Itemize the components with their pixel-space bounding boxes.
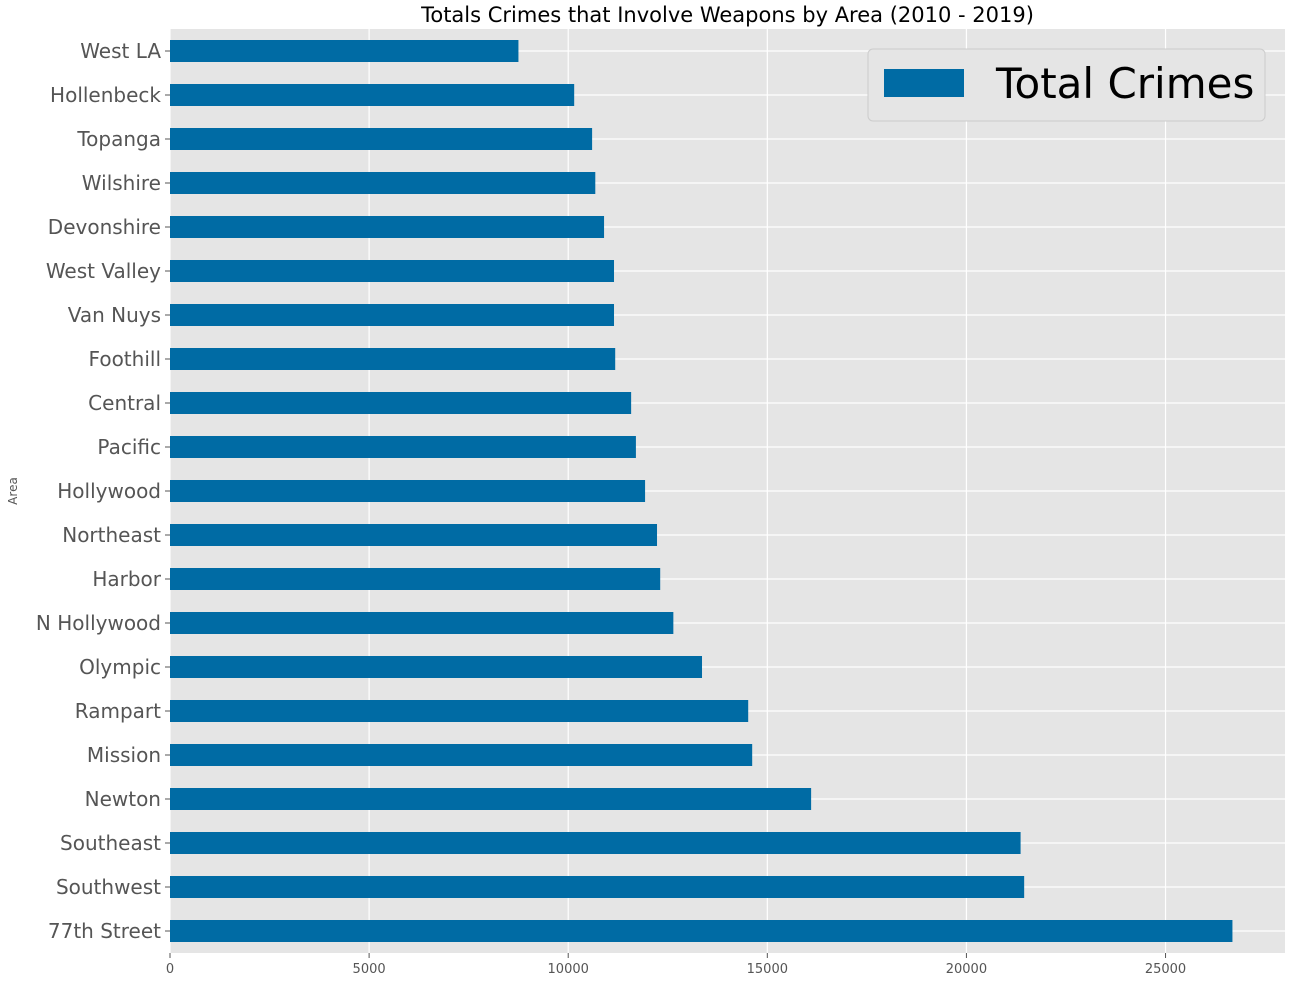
bar [170,172,596,194]
category-label: West LA [80,39,161,63]
category-label: Wilshire [82,171,161,195]
legend-label: Total Crimes [995,59,1254,108]
x-axis-ticks: 0 5000 10000 15000 20000 25000 [166,953,1186,977]
bars [170,40,1233,942]
category-label: Foothill [89,347,161,371]
bar [170,656,703,678]
category-label: Topanga [76,127,161,151]
legend: Total Crimes [867,48,1266,122]
category-label: Rampart [75,699,161,723]
x-tick-label: 25000 [1145,962,1186,977]
bar [170,480,646,502]
category-label: Southeast [60,831,161,855]
bar [170,84,575,106]
x-tick-label: 10000 [548,962,589,977]
bar [170,40,519,62]
bar [170,612,674,634]
x-tick-label: 5000 [353,962,386,977]
bar [170,744,753,766]
x-tick-label: 15000 [747,962,788,977]
legend-swatch [884,69,964,97]
bar [170,348,616,370]
bar [170,876,1025,898]
bar [170,920,1233,942]
bar [170,524,658,546]
x-tick-label: 0 [166,962,174,977]
bar [170,304,615,326]
category-label: Pacific [97,435,161,459]
category-label: Van Nuys [68,303,161,327]
chart-title: Totals Crimes that Involve Weapons by Ar… [420,3,1034,27]
x-tick-label: 20000 [946,962,987,977]
y-axis-ticks: West LA Hollenbeck Topanga Wilshire Devonshi… [36,39,170,943]
category-label: West Valley [46,259,161,283]
bar [170,216,605,238]
bar [170,568,661,590]
category-label: 77th Street [48,919,161,943]
y-axis-label: Area [6,477,20,505]
category-label: Hollenbeck [50,83,161,107]
category-label: Olympic [79,655,161,679]
category-label: N Hollywood [36,611,161,635]
category-label: Hollywood [57,479,161,503]
category-label: Central [88,391,161,415]
bar [170,700,749,722]
category-label: Northeast [62,523,161,547]
bar [170,260,615,282]
category-label: Harbor [92,567,161,591]
category-label: Devonshire [48,215,161,239]
category-label: Mission [87,743,161,767]
bar [170,788,812,810]
bar [170,128,593,150]
bar [170,436,636,458]
bar [170,832,1021,854]
legend-box [867,48,1266,122]
category-label: Newton [85,787,161,811]
bar [170,392,632,414]
category-label: Southwest [56,875,161,899]
